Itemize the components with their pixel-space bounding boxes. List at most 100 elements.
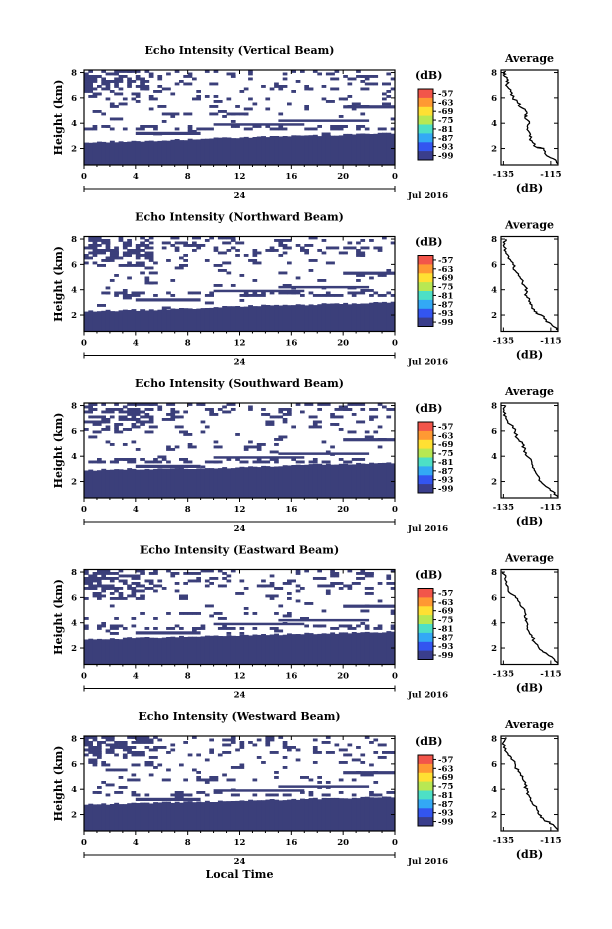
echo-cell bbox=[140, 236, 145, 240]
echo-column bbox=[114, 802, 120, 831]
echo-cell bbox=[114, 587, 124, 590]
echo-cell bbox=[248, 440, 253, 444]
echo-column bbox=[144, 637, 150, 665]
echo-column bbox=[135, 310, 141, 332]
echo-column bbox=[200, 308, 206, 332]
echo-column bbox=[278, 635, 284, 665]
date-label: Jul 2016 bbox=[407, 358, 448, 368]
echo-column bbox=[122, 142, 128, 165]
echo-cell bbox=[330, 415, 335, 419]
avg-y-tick-label: 2 bbox=[491, 644, 497, 654]
echo-cell bbox=[166, 259, 171, 262]
echo-cell bbox=[101, 87, 111, 91]
echo-cell bbox=[390, 241, 395, 245]
echo-cell bbox=[196, 579, 201, 583]
echo-cell bbox=[97, 627, 102, 630]
echo-cell bbox=[373, 430, 379, 434]
echo-cell bbox=[360, 569, 366, 573]
echo-cell bbox=[343, 75, 348, 78]
echo-cell bbox=[278, 87, 284, 91]
echo-column bbox=[97, 804, 102, 831]
echo-cell bbox=[114, 70, 119, 73]
echo-cell bbox=[321, 403, 331, 406]
echo-cell bbox=[114, 741, 124, 744]
echo-cell bbox=[282, 614, 292, 618]
echo-cell bbox=[157, 105, 167, 108]
colorbar-swatch bbox=[418, 97, 433, 108]
echo-cell bbox=[196, 90, 201, 93]
echo-cell bbox=[209, 82, 219, 86]
echo-cell bbox=[317, 279, 327, 282]
echo-column bbox=[248, 466, 253, 498]
echo-cell bbox=[148, 254, 154, 257]
x-tick-label: 16 bbox=[285, 339, 297, 349]
echo-cell bbox=[256, 294, 266, 297]
colorbar-swatch bbox=[418, 115, 433, 125]
echo-column bbox=[334, 303, 340, 332]
echo-column bbox=[356, 798, 361, 831]
echo-column bbox=[105, 639, 111, 665]
echo-column bbox=[166, 140, 171, 165]
echo-cell bbox=[144, 256, 154, 260]
echo-cell bbox=[140, 125, 150, 128]
echo-cell bbox=[118, 574, 124, 578]
echo-cell bbox=[230, 793, 236, 797]
echo-cell bbox=[114, 572, 119, 575]
echo-cell bbox=[269, 127, 279, 131]
echo-cell bbox=[386, 269, 392, 272]
echo-cell bbox=[88, 244, 98, 247]
echo-cell bbox=[287, 102, 292, 106]
echo-column bbox=[269, 305, 275, 332]
echo-column bbox=[97, 470, 102, 498]
echo-cell bbox=[135, 127, 145, 131]
echo-cell bbox=[144, 251, 150, 255]
echo-column bbox=[144, 310, 150, 332]
echo-column bbox=[265, 305, 271, 332]
echo-column bbox=[196, 636, 202, 665]
avg-x-tick-label: -135 bbox=[493, 170, 514, 180]
echo-column bbox=[192, 802, 197, 831]
echo-cell bbox=[84, 741, 89, 744]
y-tick-label: 2 bbox=[71, 644, 77, 654]
echo-cell bbox=[295, 244, 301, 247]
echo-cell bbox=[122, 574, 128, 578]
echo-cell bbox=[308, 291, 314, 295]
echo-cell bbox=[174, 70, 180, 73]
echo-cell bbox=[278, 254, 284, 257]
echo-column bbox=[200, 802, 206, 831]
x-tick-label: 0 bbox=[81, 672, 87, 682]
echo-cell bbox=[330, 413, 335, 416]
echo-cell bbox=[269, 751, 279, 754]
echo-cell bbox=[127, 276, 132, 280]
colorbar-unit: (dB) bbox=[415, 569, 442, 582]
echo-column bbox=[174, 139, 180, 165]
echo-cell bbox=[330, 87, 340, 91]
colorbar-swatch bbox=[418, 317, 433, 327]
echo-cell bbox=[265, 413, 271, 416]
echo-column bbox=[187, 801, 193, 831]
echo-cell bbox=[105, 291, 111, 295]
echo-column bbox=[131, 468, 137, 498]
echo-cell bbox=[243, 127, 253, 131]
echo-cell bbox=[217, 569, 223, 573]
echo-column bbox=[243, 136, 249, 165]
echo-cell bbox=[269, 415, 275, 419]
echo-cell bbox=[131, 70, 137, 73]
echo-column bbox=[356, 303, 361, 332]
echo-cell bbox=[105, 783, 115, 787]
echo-column bbox=[377, 132, 383, 165]
echo-cell bbox=[321, 132, 331, 136]
avg-y-tick-label: 2 bbox=[491, 311, 497, 321]
echo-cell bbox=[256, 458, 262, 461]
echo-column bbox=[226, 801, 232, 831]
echo-column bbox=[243, 306, 249, 332]
echo-cell bbox=[88, 256, 93, 260]
avg-x-tick-label: -135 bbox=[493, 670, 514, 680]
echo-cell bbox=[118, 102, 124, 106]
echo-cell bbox=[105, 425, 111, 429]
echo-cell bbox=[252, 627, 258, 630]
echo-column bbox=[204, 138, 210, 165]
echo-cell bbox=[135, 589, 145, 593]
echo-cell bbox=[230, 627, 236, 630]
colorbar-swatch bbox=[418, 89, 433, 99]
